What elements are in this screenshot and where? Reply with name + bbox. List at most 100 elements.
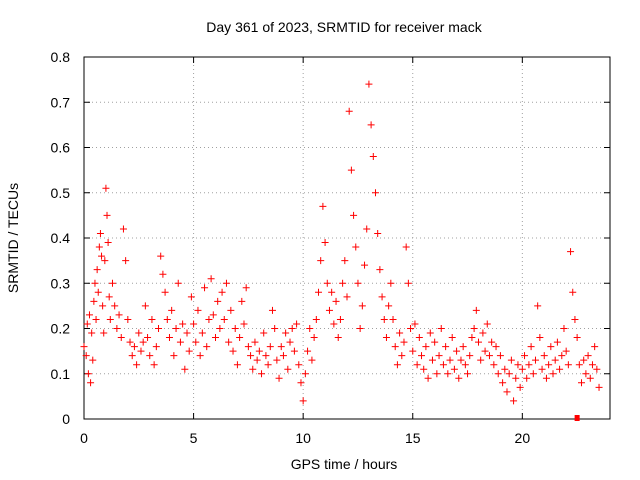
data-point — [468, 334, 476, 342]
data-point — [83, 320, 91, 328]
data-point — [556, 365, 564, 373]
data-point — [365, 80, 373, 88]
data-point — [516, 383, 524, 391]
data-point — [295, 361, 303, 369]
data-point — [306, 325, 314, 332]
data-point — [466, 352, 474, 360]
data-point — [485, 352, 493, 360]
data-point — [400, 338, 408, 346]
y-tick-label: 0.6 — [51, 140, 71, 156]
data-point — [448, 334, 456, 342]
data-point — [94, 288, 102, 296]
data-point — [82, 352, 90, 360]
data-point — [580, 356, 588, 364]
data-point — [343, 293, 351, 301]
data-point — [198, 329, 206, 337]
data-point — [108, 279, 116, 287]
data-point — [277, 343, 285, 351]
data-point — [404, 279, 412, 287]
data-point — [152, 343, 160, 351]
data-point — [514, 361, 522, 369]
data-point — [122, 257, 130, 265]
data-point — [374, 229, 382, 237]
data-point — [479, 329, 487, 337]
data-point — [163, 315, 171, 323]
data-point — [253, 356, 261, 364]
data-point — [547, 343, 555, 351]
data-point — [575, 361, 583, 369]
data-point — [382, 334, 390, 342]
data-point — [222, 279, 230, 287]
data-point — [339, 279, 347, 287]
data-point — [205, 315, 213, 323]
data-point — [185, 347, 193, 355]
data-point — [273, 356, 281, 364]
data-point — [475, 338, 482, 346]
data-point — [244, 343, 252, 351]
data-point — [87, 379, 95, 387]
data-point — [507, 356, 515, 364]
data-point — [470, 325, 478, 332]
data-point — [233, 361, 241, 369]
data-point — [551, 356, 559, 364]
data-point — [391, 343, 399, 351]
data-point — [369, 153, 377, 161]
data-point — [90, 297, 98, 305]
data-point — [549, 370, 557, 378]
data-point — [317, 257, 325, 265]
data-point — [358, 302, 366, 310]
data-point — [264, 361, 272, 369]
data-point — [446, 356, 454, 364]
data-point — [488, 338, 496, 346]
data-point — [115, 311, 123, 319]
data-point — [284, 365, 292, 373]
data-point — [119, 225, 127, 233]
data-point — [588, 361, 596, 369]
data-point — [106, 315, 114, 323]
data-point — [420, 365, 428, 373]
data-points — [80, 80, 603, 421]
data-point — [336, 315, 344, 323]
data-point — [545, 361, 553, 369]
data-point — [330, 320, 338, 328]
data-point — [150, 361, 158, 369]
data-point — [157, 252, 165, 260]
data-point — [99, 302, 107, 310]
data-point — [439, 361, 447, 369]
data-point — [501, 365, 509, 373]
data-point — [240, 320, 248, 328]
data-point — [214, 297, 222, 305]
data-point — [393, 361, 401, 369]
data-point — [477, 356, 485, 364]
data-point — [323, 279, 331, 287]
data-point — [301, 370, 309, 378]
data-point — [249, 365, 257, 373]
data-point — [371, 189, 379, 197]
x-tick-label: 0 — [80, 430, 88, 446]
data-point — [560, 325, 568, 332]
data-point — [523, 374, 531, 382]
data-point — [564, 361, 572, 369]
data-point — [553, 338, 561, 346]
data-point — [490, 361, 498, 369]
data-point — [385, 302, 393, 310]
data-point — [146, 352, 154, 360]
y-tick-label: 0.2 — [51, 321, 71, 337]
data-point — [512, 374, 520, 382]
x-tick-label: 20 — [515, 430, 531, 446]
data-point — [201, 284, 209, 292]
data-point — [442, 343, 450, 351]
data-point — [431, 338, 439, 346]
data-point — [542, 374, 550, 382]
data-point — [402, 243, 410, 251]
data-point — [176, 338, 184, 346]
data-point — [492, 343, 500, 351]
data-point — [472, 306, 480, 314]
data-point — [593, 365, 601, 373]
data-point — [203, 343, 211, 351]
data-point — [398, 352, 406, 360]
data-point — [345, 107, 353, 115]
data-point — [464, 370, 472, 378]
y-tick-label: 0.8 — [51, 49, 71, 65]
